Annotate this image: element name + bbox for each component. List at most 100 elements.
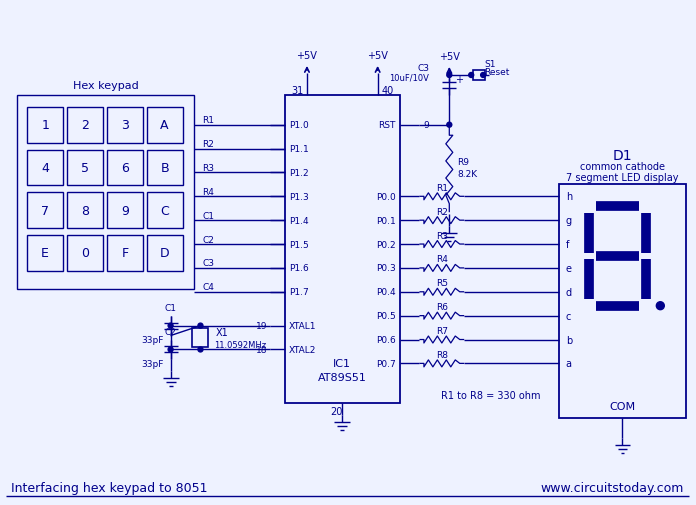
Text: AT89S51: AT89S51 (318, 373, 367, 383)
Text: b: b (566, 335, 572, 345)
Text: R3: R3 (436, 231, 448, 240)
Text: P0.2: P0.2 (376, 240, 395, 249)
Text: C1: C1 (203, 211, 214, 220)
Bar (67, 150, 103, 186)
Text: P0.7: P0.7 (376, 359, 395, 368)
Text: E: E (41, 247, 49, 260)
Text: P0.3: P0.3 (376, 264, 395, 273)
Bar (27, 150, 63, 186)
Text: R1: R1 (203, 116, 214, 125)
Text: IC1: IC1 (333, 359, 351, 369)
Bar (67, 193, 103, 229)
Bar (193, 328, 208, 348)
Bar (147, 236, 182, 271)
Text: R6: R6 (436, 302, 448, 312)
Text: 5: 5 (81, 162, 89, 175)
Text: 7: 7 (41, 205, 49, 217)
Text: 1: 1 (41, 119, 49, 132)
Text: R5: R5 (436, 279, 448, 288)
Text: P0.4: P0.4 (376, 288, 395, 297)
Circle shape (447, 73, 452, 78)
Text: 20: 20 (330, 407, 342, 416)
Text: R1: R1 (436, 183, 448, 192)
Text: 0: 0 (81, 247, 89, 260)
Text: B: B (160, 162, 169, 175)
Text: 33pF: 33pF (141, 335, 164, 344)
Text: 2: 2 (81, 119, 89, 132)
Text: XTAL1: XTAL1 (289, 322, 317, 330)
Text: C2: C2 (165, 327, 177, 336)
Text: 33pF: 33pF (141, 359, 164, 368)
Bar (67, 108, 103, 143)
Circle shape (168, 324, 173, 328)
Text: R9: R9 (457, 158, 469, 167)
Circle shape (198, 324, 203, 328)
Circle shape (447, 123, 452, 128)
Text: COM: COM (610, 401, 635, 412)
Text: A: A (160, 119, 169, 132)
Text: 8.2K: 8.2K (457, 170, 477, 179)
Text: R8: R8 (436, 350, 448, 359)
Text: D: D (160, 247, 169, 260)
Text: g: g (566, 216, 572, 226)
Text: 31: 31 (291, 86, 303, 96)
Bar (147, 150, 182, 186)
Text: h: h (566, 192, 572, 202)
Text: R4: R4 (436, 255, 448, 264)
Text: C3: C3 (418, 64, 429, 72)
Bar (67, 236, 103, 271)
Text: 40: 40 (381, 86, 394, 96)
Text: C4: C4 (203, 283, 214, 292)
Bar (27, 108, 63, 143)
Text: f: f (566, 239, 569, 249)
Text: +5V: +5V (296, 51, 317, 61)
Circle shape (468, 73, 474, 78)
Text: P0.1: P0.1 (376, 216, 395, 225)
Text: 7 segment LED display: 7 segment LED display (567, 173, 679, 183)
Text: X1: X1 (215, 327, 228, 337)
Text: 11.0592MHz: 11.0592MHz (214, 340, 267, 349)
Text: a: a (566, 359, 571, 369)
Text: Reset: Reset (484, 68, 509, 77)
Text: Hex keypad: Hex keypad (73, 81, 139, 91)
Circle shape (481, 73, 486, 78)
Text: P0.6: P0.6 (376, 335, 395, 344)
Circle shape (168, 347, 173, 352)
Text: D1: D1 (612, 148, 632, 162)
Text: P1.6: P1.6 (289, 264, 309, 273)
Text: P1.1: P1.1 (289, 145, 309, 154)
Text: 9: 9 (423, 121, 429, 130)
Text: 6: 6 (121, 162, 129, 175)
Bar (147, 108, 182, 143)
Text: R7: R7 (436, 326, 448, 335)
Bar (107, 236, 143, 271)
Bar (559, 185, 686, 418)
Text: d: d (566, 287, 572, 297)
Text: R1 to R8 = 330 ohm: R1 to R8 = 330 ohm (441, 390, 541, 400)
Bar (27, 236, 63, 271)
Text: P1.5: P1.5 (289, 240, 309, 249)
Bar (27, 193, 63, 229)
Circle shape (656, 302, 664, 310)
Bar (107, 150, 143, 186)
Text: F: F (121, 247, 128, 260)
Bar (147, 193, 182, 229)
Text: 3: 3 (121, 119, 129, 132)
Text: 10uF/10V: 10uF/10V (390, 73, 429, 82)
Text: P1.4: P1.4 (289, 216, 308, 225)
Bar (473, 71, 485, 81)
Bar (17, 95, 194, 289)
Text: C2: C2 (203, 235, 214, 244)
Text: common cathode: common cathode (580, 162, 665, 172)
Text: +5V: +5V (367, 51, 388, 61)
Bar (285, 95, 400, 403)
Bar (107, 108, 143, 143)
Circle shape (198, 347, 203, 352)
Text: R2: R2 (203, 140, 214, 149)
Text: C: C (160, 205, 169, 217)
Text: P1.7: P1.7 (289, 288, 309, 297)
Bar (107, 193, 143, 229)
Text: R3: R3 (203, 164, 214, 173)
Text: C3: C3 (203, 259, 214, 268)
Text: 8: 8 (81, 205, 89, 217)
